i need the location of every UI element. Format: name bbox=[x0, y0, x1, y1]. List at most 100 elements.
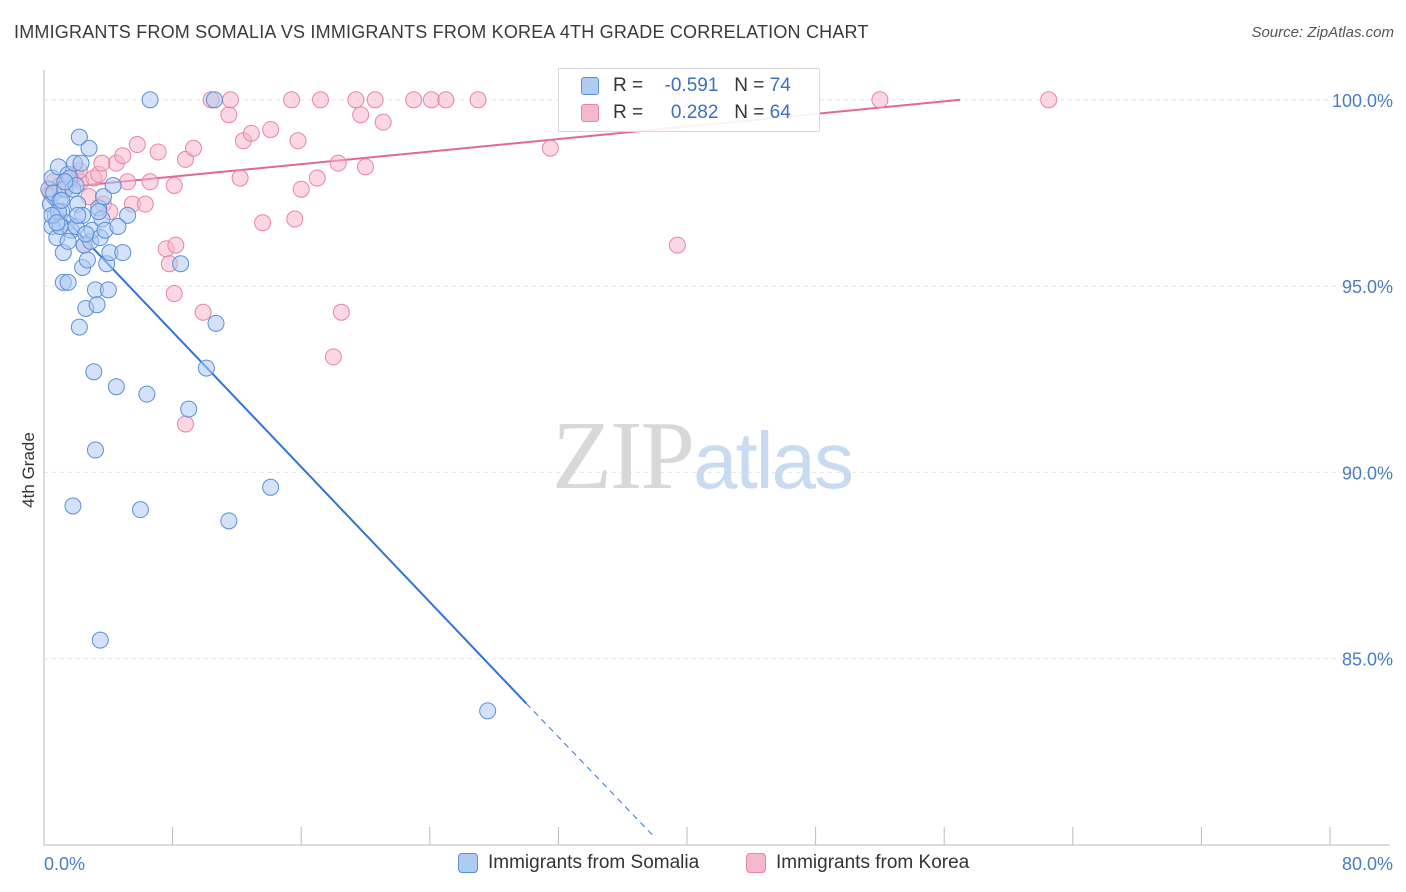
y-tick-label: 85.0% bbox=[1342, 650, 1393, 670]
somalia-trend-line bbox=[43, 195, 527, 705]
korea-point bbox=[93, 154, 111, 172]
stats-legend: R = -0.591 N = 74 R = 0.282 N = 64 bbox=[558, 68, 820, 132]
somalia-point bbox=[78, 251, 96, 269]
korea-point bbox=[286, 210, 304, 228]
korea-point bbox=[357, 158, 374, 176]
korea-point bbox=[262, 121, 280, 139]
bottom-legend-label: Immigrants from Korea bbox=[776, 852, 970, 873]
somalia-point bbox=[59, 232, 77, 250]
grid-lines bbox=[44, 99, 1390, 660]
somalia-point bbox=[85, 363, 103, 381]
somalia-point bbox=[69, 206, 87, 224]
korea-point bbox=[1040, 91, 1058, 109]
y-tick-label: 95.0% bbox=[1342, 277, 1393, 297]
korea-point bbox=[194, 303, 212, 321]
legend-row-korea: R = 0.282 N = 64 bbox=[581, 100, 791, 126]
somalia-point bbox=[479, 702, 497, 720]
somalia-point bbox=[205, 91, 223, 109]
somalia-point bbox=[197, 359, 215, 377]
legend-n-value: 64 bbox=[769, 102, 791, 123]
bottom-legend-label: Immigrants from Somalia bbox=[488, 852, 700, 873]
chart-title: IMMIGRANTS FROM SOMALIA VS IMMIGRANTS FR… bbox=[14, 22, 869, 42]
y-axis-title: 4th Grade bbox=[19, 432, 38, 508]
korea-point bbox=[114, 147, 132, 165]
korea-swatch bbox=[746, 853, 766, 873]
korea-point bbox=[405, 91, 423, 109]
somalia-point bbox=[114, 244, 132, 262]
somalia-point bbox=[109, 217, 127, 235]
korea-point bbox=[324, 348, 342, 366]
somalia-point bbox=[180, 400, 198, 418]
somalia-point bbox=[172, 255, 190, 273]
y-tick-label: 90.0% bbox=[1342, 463, 1393, 483]
korea-point bbox=[119, 173, 137, 191]
legend-n-label: N = bbox=[734, 102, 765, 123]
somalia-point bbox=[80, 139, 98, 157]
legend-r-label: R = bbox=[613, 75, 644, 96]
legend-n-value: 74 bbox=[769, 75, 791, 96]
korea-point bbox=[220, 106, 238, 124]
korea-point bbox=[352, 106, 370, 124]
tick-labels: 85.0% 90.0% 95.0% 100.0% 0.0% 80.0% bbox=[44, 91, 1393, 874]
somalia-point bbox=[131, 501, 149, 519]
somalia-point bbox=[141, 91, 159, 109]
somalia-point bbox=[138, 385, 156, 403]
source-label: Source: ZipAtlas.com bbox=[1251, 24, 1394, 41]
somalia-points bbox=[40, 91, 497, 720]
watermark-atlas: atlas bbox=[693, 416, 854, 505]
korea-point bbox=[242, 124, 260, 142]
somalia-point bbox=[64, 497, 82, 515]
legend-r-value: 0.282 bbox=[670, 102, 719, 123]
bottom-legend-korea: Immigrants from Korea bbox=[746, 852, 969, 874]
legend-row-somalia: R = -0.591 N = 74 bbox=[581, 73, 791, 99]
korea-point bbox=[469, 91, 487, 109]
korea-point bbox=[149, 143, 167, 161]
somalia-swatch bbox=[458, 853, 478, 873]
korea-point bbox=[136, 195, 154, 213]
somalia-point bbox=[119, 206, 137, 224]
somalia-point bbox=[70, 128, 88, 146]
somalia-point bbox=[104, 177, 122, 195]
x-tick-label: 80.0% bbox=[1342, 854, 1393, 874]
korea-point bbox=[332, 303, 350, 321]
y-tick-label: 100.0% bbox=[1332, 91, 1393, 111]
korea-point bbox=[374, 113, 392, 131]
korea-point bbox=[308, 169, 326, 187]
somalia-point bbox=[48, 214, 66, 232]
somalia-point bbox=[56, 173, 74, 191]
somalia-point bbox=[59, 273, 77, 291]
korea-point bbox=[283, 91, 301, 109]
legend-r-label: R = bbox=[613, 102, 644, 123]
korea-point bbox=[311, 91, 329, 109]
korea-point bbox=[176, 415, 194, 433]
korea-point bbox=[231, 169, 249, 187]
watermark: ZIPatlas bbox=[552, 398, 854, 512]
korea-swatch bbox=[581, 104, 599, 122]
somalia-point bbox=[77, 225, 95, 243]
somalia-point bbox=[90, 203, 108, 221]
korea-point bbox=[329, 154, 347, 172]
axes bbox=[43, 70, 1390, 846]
korea-point bbox=[437, 91, 455, 109]
korea-point bbox=[347, 91, 365, 109]
somalia-point bbox=[86, 441, 104, 459]
somalia-point bbox=[70, 318, 88, 336]
somalia-point bbox=[91, 631, 109, 649]
korea-point bbox=[165, 177, 183, 195]
korea-point bbox=[184, 139, 202, 157]
somalia-point bbox=[220, 512, 238, 530]
korea-point bbox=[165, 285, 183, 303]
somalia-swatch bbox=[581, 77, 599, 95]
watermark-zip: ZIP bbox=[552, 402, 695, 510]
korea-point bbox=[128, 136, 146, 154]
korea-point bbox=[366, 91, 384, 109]
legend-n-label: N = bbox=[734, 75, 765, 96]
somalia-point bbox=[88, 296, 106, 314]
legend-r-value: -0.591 bbox=[664, 75, 719, 96]
korea-point bbox=[141, 173, 159, 191]
korea-point bbox=[289, 132, 307, 150]
korea-point bbox=[541, 139, 559, 157]
bottom-legend-somalia: Immigrants from Somalia bbox=[458, 852, 699, 874]
korea-point bbox=[292, 180, 310, 198]
somalia-point bbox=[207, 314, 225, 332]
